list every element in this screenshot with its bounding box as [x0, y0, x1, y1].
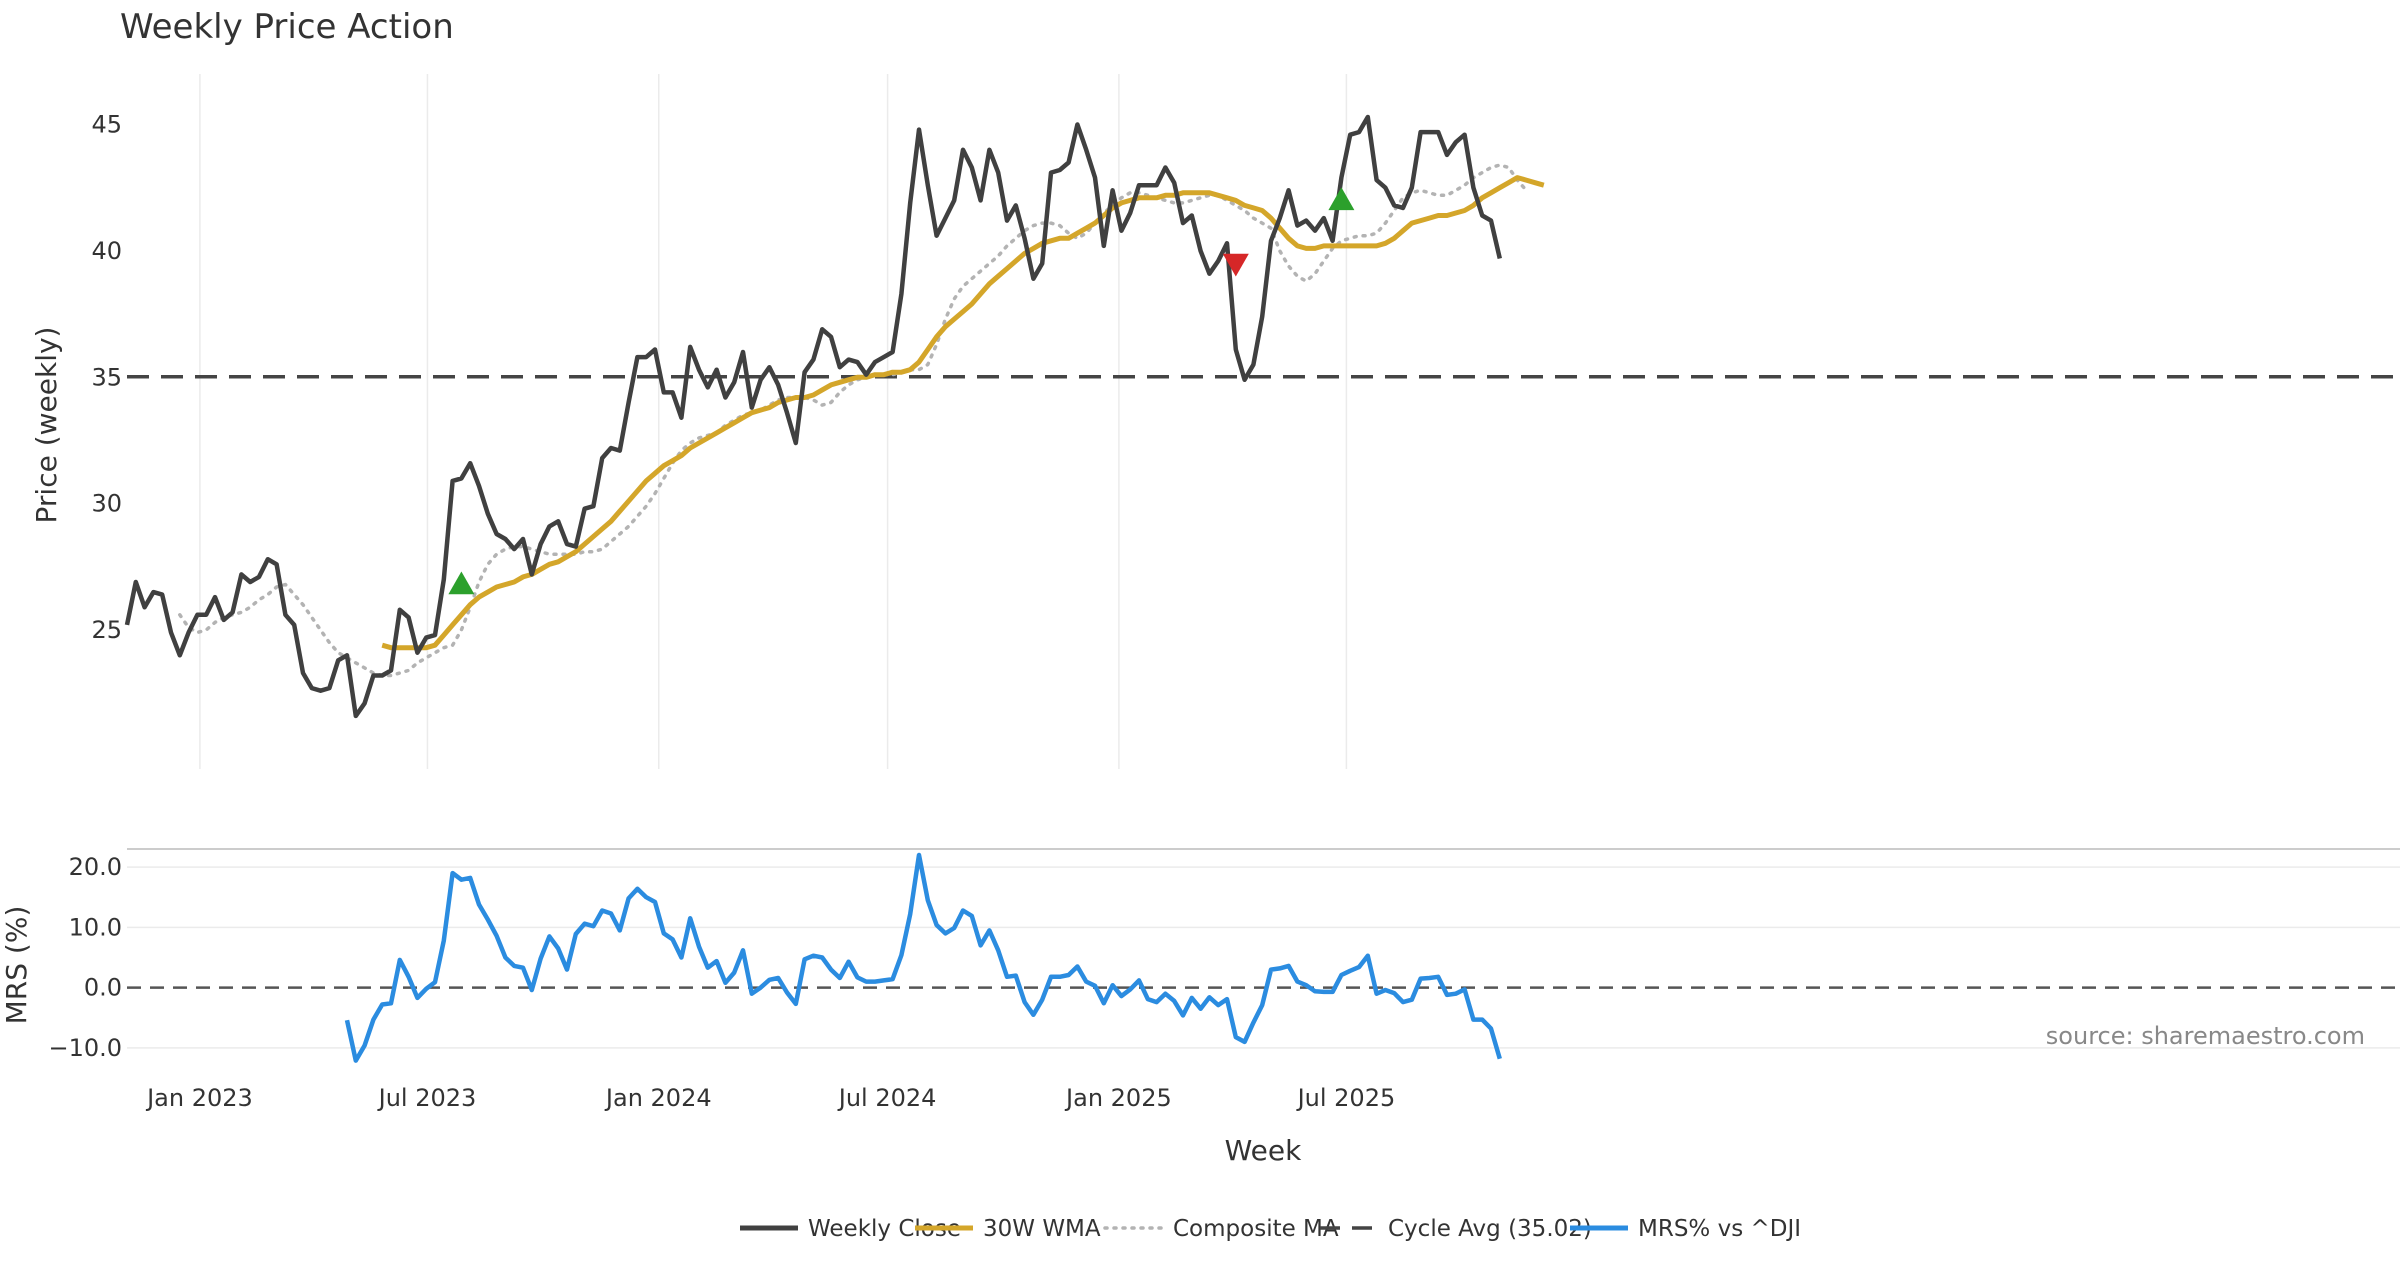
price-y-tick-label: 35 [91, 363, 122, 391]
price-y-tick-label: 30 [91, 490, 122, 518]
source-note: source: sharemaestro.com [2046, 1022, 2365, 1050]
mrs-y-tick-label: −10.0 [48, 1034, 122, 1062]
x-tick-label: Jan 2023 [145, 1084, 253, 1112]
price-y-axis-title: Price (weekly) [30, 327, 63, 524]
x-tick-label: Jul 2023 [377, 1084, 477, 1112]
x-tick-label: Jul 2025 [1296, 1084, 1396, 1112]
mrs-line [344, 852, 1502, 1063]
x-tick-label: Jan 2024 [604, 1084, 712, 1112]
mrs-y-axis-title: MRS (%) [0, 906, 33, 1025]
x-tick-label: Jul 2024 [837, 1084, 937, 1112]
legend-label: MRS% vs ^DJI [1638, 1216, 1801, 1242]
price-y-tick-label: 25 [91, 616, 122, 644]
weekly-close-line [124, 114, 1502, 719]
legend-label: Cycle Avg (35.02) [1388, 1216, 1592, 1242]
buy-signal-marker [1328, 187, 1355, 211]
sell-signal-marker [1222, 253, 1249, 277]
price-y-tick-label: 45 [91, 111, 122, 139]
price-y-tick-label: 40 [91, 237, 122, 265]
price-series [124, 114, 2400, 719]
x-axis-title: Week [1225, 1134, 1302, 1167]
30w-wma-line [381, 175, 1545, 651]
mrs-y-ticks: −10.0 0.0 10.0 20.0 [48, 853, 122, 1062]
price-grid [199, 74, 1348, 769]
x-tick-label: Jan 2025 [1064, 1084, 1172, 1112]
mrs-y-tick-label: 20.0 [69, 853, 122, 881]
mrs-y-tick-label: 10.0 [69, 913, 122, 941]
x-ticks: Jan 2023 Jul 2023 Jan 2024 Jul 2024 Jan 2025… [145, 1084, 1395, 1112]
legend: Weekly Close 30W WMA Composite MA Cycle Avg… [740, 1216, 1801, 1242]
price-y-ticks: 25 30 35 40 45 [91, 111, 122, 644]
signal-markers [448, 187, 1355, 595]
chart-title: Weekly Price Action [120, 7, 454, 47]
legend-label: Composite MA [1173, 1216, 1339, 1242]
mrs-y-tick-label: 0.0 [84, 974, 122, 1002]
mrs-grid [127, 866, 2400, 1049]
composite-ma-line [178, 163, 1528, 678]
mrs-series [344, 852, 1502, 1063]
legend-label: 30W WMA [983, 1216, 1101, 1242]
buy-signal-marker [448, 571, 475, 595]
